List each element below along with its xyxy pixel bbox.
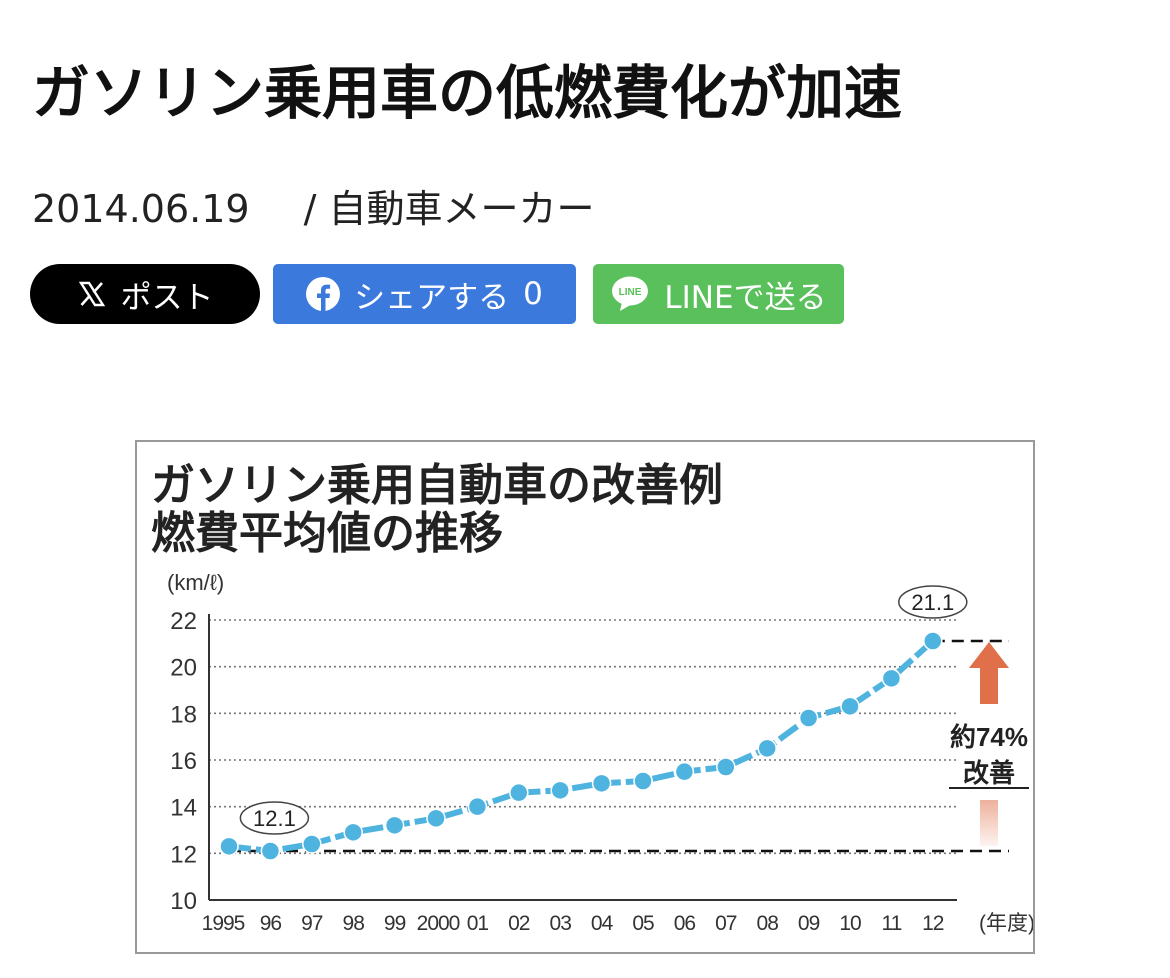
data-point [840,696,860,717]
start-value-bubble [239,801,310,835]
fuel-economy-chart: ガソリン乗用自動車の改善例 燃費平均値の推移 (km/ℓ) 10 12 14 16 18 2… [135,440,1035,954]
x-tick-label: 2000 [417,912,460,935]
x-tick-label: 98 [343,912,365,935]
y-tick-label: 16 [170,748,197,775]
data-point [302,834,322,854]
x-tick-label: 07 [715,912,737,935]
y-tick-label: 20 [170,655,197,682]
x-tick-label: 1995 [202,912,245,935]
series-line [228,638,935,855]
improvement-arrow-icon [969,642,1009,704]
article-title: ガソリン乗用車の低燃費化が加速 [32,59,903,127]
facebook-share-label: シェアする [354,279,510,316]
start-value-label: 12.1 [253,806,296,831]
data-point [550,780,570,801]
x-post-label: ポスト [120,279,214,316]
publish-date: 2014.06.19 [32,187,250,231]
chart-plot: (km/ℓ) 10 12 14 16 18 20 22 1995 96 97 98 99 2000 01 02… [167,570,1033,935]
article-meta: 2014.06.19 / 自動車メーカー [32,178,595,233]
x-tick-label: 12 [922,912,944,935]
improvement-word-label: 改善 [963,758,1015,788]
line-send-label: LINEで送る [664,279,827,316]
x-tick-label: 99 [384,912,406,935]
data-point [467,796,488,817]
facebook-share-count: 0 [523,276,543,312]
end-value-bubble [898,585,968,619]
end-value-label: 21.1 [911,590,954,615]
chart-title-line1: ガソリン乗用自動車の改善例 [151,460,723,511]
x-tick-label: 96 [260,912,282,935]
x-tick-label: 97 [301,912,323,935]
improvement-percent-label: 約74% [950,722,1028,752]
x-tick-label: 08 [757,912,779,935]
improvement-arrow-tail [980,800,998,846]
x-tick-label: 09 [798,912,820,935]
category-link[interactable]: / 自動車メーカー [303,187,595,231]
data-point [757,738,777,759]
data-point [509,782,529,803]
data-point [219,836,239,857]
y-axis-unit-label: (km/ℓ) [167,570,224,595]
facebook-share-button[interactable]: シェアする 0 [273,264,576,324]
x-tick-label: 03 [550,912,572,935]
y-tick-label: 10 [170,888,197,915]
y-tick-label: 12 [170,841,197,868]
x-tick-label: 05 [632,912,654,935]
x-tick-label: 01 [467,912,489,935]
data-point [343,822,363,843]
data-point [426,808,446,829]
x-axis-unit-label: (年度) [979,912,1033,935]
line-icon: LINE [610,275,650,313]
x-logo-icon [77,279,107,309]
chart-title-line2: 燃費平均値の推移 [151,508,503,559]
x-tick-label: 02 [508,912,530,935]
data-point [798,708,819,728]
data-point [881,668,902,689]
x-tick-label: 04 [591,912,614,935]
line-send-button[interactable]: LINE LINEで送る [593,264,844,324]
data-point [633,771,653,791]
data-point [384,815,405,836]
data-point [674,761,695,782]
y-tick-label: 22 [170,608,197,635]
x-tick-label: 11 [881,912,901,935]
x-tick-label: 10 [839,912,861,935]
data-point [923,631,943,651]
x-tick-label: 06 [674,912,696,935]
data-point [260,841,281,861]
facebook-icon [306,277,341,311]
x-post-button[interactable]: ポスト [30,264,260,324]
line-icon-text: LINE [619,287,642,298]
data-point [591,773,612,794]
data-point [716,757,736,777]
y-tick-label: 18 [170,701,197,728]
y-tick-label: 14 [170,795,197,822]
